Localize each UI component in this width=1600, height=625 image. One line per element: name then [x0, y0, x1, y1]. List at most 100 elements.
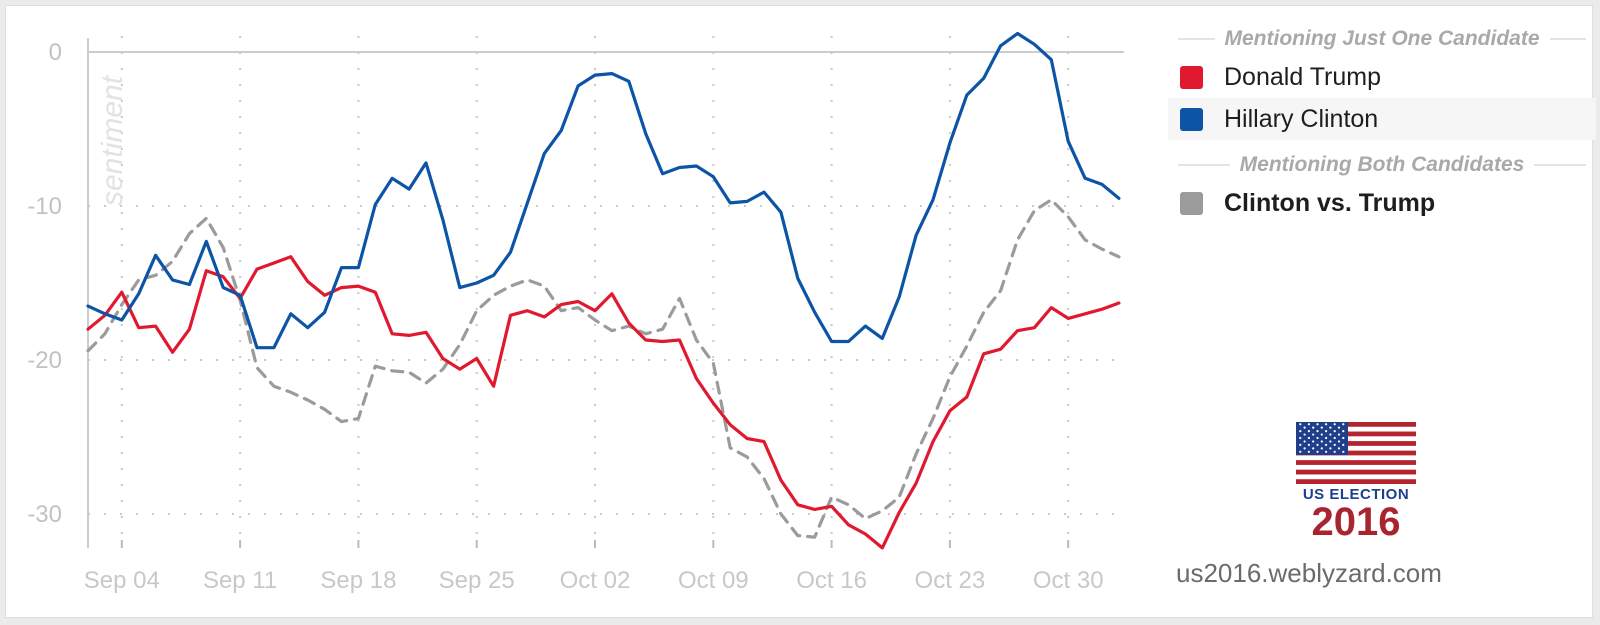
flag-stripe	[1296, 422, 1416, 427]
flag-star	[1337, 426, 1341, 429]
flag-star	[1320, 433, 1323, 436]
flag-star	[1333, 436, 1336, 440]
flag-star	[1316, 430, 1319, 433]
flag-star	[1303, 433, 1306, 436]
legend-swatch-blue	[1180, 107, 1203, 131]
flag-star	[1299, 436, 1302, 440]
flag-star	[1325, 423, 1328, 426]
flag-stripe	[1296, 474, 1416, 480]
us-election-logo: US ELECTION 2016	[1296, 422, 1416, 542]
legend-label: Donald Trump	[1224, 62, 1382, 91]
flag-star	[1307, 450, 1310, 453]
flag-star	[1303, 426, 1306, 429]
flag-star	[1307, 430, 1310, 433]
legend-swatch-red	[1180, 65, 1203, 89]
flag-star	[1299, 443, 1302, 446]
flag-stripe	[1296, 455, 1416, 461]
flag-star	[1320, 447, 1323, 450]
flag-star	[1299, 450, 1302, 453]
legend-item-clinton-vs-trump[interactable]: Clinton vs. Trump	[1168, 182, 1596, 224]
flag-stripe	[1296, 469, 1416, 475]
y-tick-label: 0	[49, 39, 62, 66]
flag-star	[1325, 450, 1328, 453]
flag-star	[1342, 423, 1345, 426]
x-tick-label: Oct 30	[1033, 567, 1104, 594]
logo-year: 2016	[1311, 500, 1401, 544]
flag-star	[1325, 443, 1328, 446]
flag-stripe	[1296, 431, 1416, 437]
grid	[88, 36, 1124, 546]
flag-star	[1299, 430, 1302, 433]
flag-star	[1337, 433, 1341, 436]
flag-star	[1320, 440, 1323, 443]
us-flag-icon	[1296, 422, 1416, 484]
chart-panel: 0 -10 -20 -30 Sep 04 Sep 11 Sep 18 Sep 25 Oct 02…	[5, 5, 1596, 618]
logo-label: US ELECTION	[1302, 486, 1410, 503]
flag-star	[1316, 443, 1319, 446]
flag-star	[1307, 443, 1310, 446]
flag-star	[1342, 443, 1345, 446]
flag-star	[1312, 440, 1315, 443]
legend-label: Clinton vs. Trump	[1224, 188, 1436, 217]
x-tick-label: Sep 11	[203, 567, 277, 594]
flag-stripe	[1296, 426, 1416, 432]
legend-heading-both: Mentioning Both Candidates	[1168, 148, 1596, 182]
flag-star	[1329, 426, 1332, 429]
legend-label: Hillary Clinton	[1224, 104, 1379, 133]
flag-star	[1342, 436, 1345, 440]
series	[86, 31, 1121, 550]
site-url[interactable]: us2016.weblyzard.com	[1176, 558, 1442, 588]
flag-star	[1303, 447, 1306, 450]
flag-star	[1337, 440, 1341, 443]
flag-star	[1316, 450, 1319, 453]
flag-stripe	[1296, 436, 1416, 442]
legend-heading-single: Mentioning Just One Candidate	[1168, 22, 1596, 56]
flag-star	[1333, 450, 1336, 453]
x-tick-label: Sep 25	[439, 567, 515, 594]
flag-star	[1333, 443, 1336, 446]
x-tick-label: Sep 18	[320, 567, 396, 594]
flag-star	[1307, 436, 1310, 440]
flag-star	[1325, 436, 1328, 440]
flag-star	[1307, 423, 1310, 426]
series-line-hillary-clinton	[86, 31, 1121, 350]
flag-star	[1333, 430, 1336, 433]
flag-stripe	[1296, 460, 1416, 466]
flag-stripe	[1296, 479, 1416, 484]
flag-star	[1312, 447, 1315, 450]
flag-star	[1333, 423, 1336, 426]
flag-stripe	[1296, 464, 1416, 470]
flag-star	[1316, 436, 1319, 440]
flag-star	[1316, 423, 1319, 426]
legend-swatch-gray	[1180, 191, 1203, 215]
flag-star	[1312, 433, 1315, 436]
flag-star	[1312, 426, 1315, 429]
y-tick-label: -10	[27, 193, 62, 220]
flag-stripe	[1296, 441, 1416, 447]
axes: 0 -10 -20 -30 Sep 04 Sep 11 Sep 18 Sep 25 Oct 02…	[27, 38, 1104, 594]
flag-star	[1329, 440, 1332, 443]
flag-star	[1342, 450, 1345, 453]
flag-star	[1329, 433, 1332, 436]
legend-item-hillary-clinton[interactable]: Hillary Clinton	[1168, 98, 1596, 140]
flag-star	[1342, 430, 1345, 433]
x-tick-label: Oct 02	[560, 567, 631, 594]
legend: Mentioning Just One Candidate Donald Tru…	[1168, 22, 1596, 224]
flag-star	[1329, 447, 1332, 450]
flag-stripe	[1296, 445, 1416, 451]
y-tick-label: -30	[27, 501, 62, 528]
series-line-donald-trump	[86, 255, 1121, 550]
series-line-clinton-vs-trump	[86, 198, 1121, 539]
flag-star	[1299, 423, 1302, 426]
x-tick-label: Oct 09	[678, 567, 749, 594]
legend-item-donald-trump[interactable]: Donald Trump	[1168, 56, 1596, 98]
line-chart: 0 -10 -20 -30 Sep 04 Sep 11 Sep 18 Sep 25 Oct 02…	[27, 31, 1124, 594]
flag-star	[1303, 440, 1306, 443]
flag-star	[1325, 430, 1328, 433]
x-tick-label: Oct 23	[915, 567, 986, 594]
y-tick-label: -20	[27, 347, 62, 374]
flag-star	[1320, 426, 1323, 429]
x-tick-label: Sep 04	[84, 567, 160, 594]
flag-star	[1337, 447, 1341, 450]
flag-stripe	[1296, 450, 1416, 456]
